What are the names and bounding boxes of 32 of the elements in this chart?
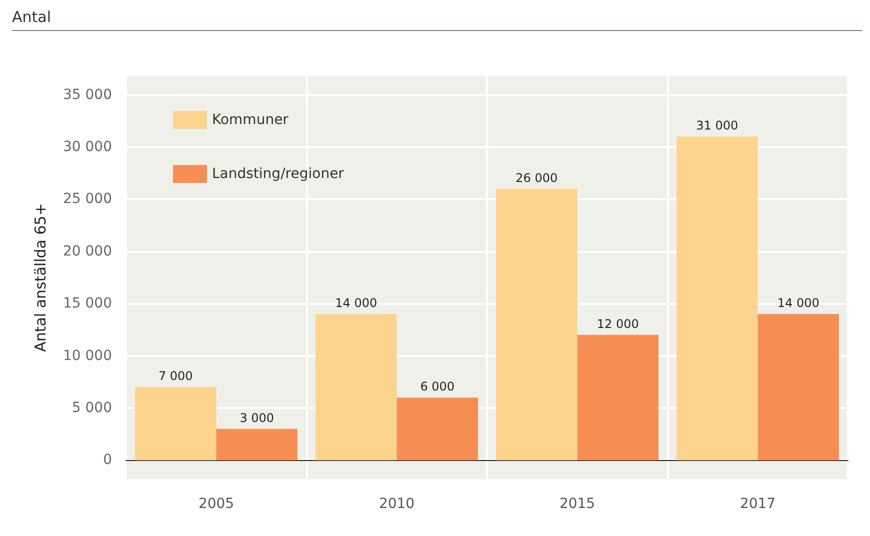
y-tick-label: 15 000 bbox=[63, 296, 112, 312]
y-tick-label: 0 bbox=[103, 452, 112, 468]
x-tick-label: 2010 bbox=[378, 496, 415, 512]
bar bbox=[758, 314, 839, 460]
bar bbox=[135, 387, 216, 460]
y-tick-label: 10 000 bbox=[63, 348, 112, 364]
x-tick-label: 2005 bbox=[198, 496, 234, 512]
data-label: 7 000 bbox=[158, 369, 193, 384]
y-tick-label: 20 000 bbox=[63, 243, 112, 260]
legend-label: Kommuner bbox=[212, 112, 289, 128]
data-label: 12 000 bbox=[596, 316, 639, 331]
data-label: 26 000 bbox=[516, 170, 558, 185]
bar bbox=[396, 398, 478, 460]
chart-subtitle: Antal bbox=[12, 8, 862, 31]
data-label: 6 000 bbox=[420, 380, 455, 394]
bar bbox=[496, 188, 578, 460]
y-tick-label: 35 000 bbox=[63, 86, 112, 103]
bar bbox=[216, 428, 298, 460]
y-tick-label: 25 000 bbox=[63, 191, 112, 208]
data-label: 3 000 bbox=[240, 410, 274, 425]
data-label: 14 000 bbox=[777, 296, 820, 310]
legend-label: Landsting/regioner bbox=[212, 166, 344, 182]
y-tick-label: 30 000 bbox=[63, 138, 112, 155]
y-tick-label: 5 000 bbox=[72, 400, 112, 416]
bar bbox=[676, 136, 758, 460]
bar bbox=[577, 334, 658, 460]
x-tick-label: 2017 bbox=[740, 496, 776, 512]
y-axis-title: Antal anställda 65+ bbox=[32, 203, 50, 352]
data-label: 14 000 bbox=[335, 296, 378, 310]
data-label: 31 000 bbox=[696, 118, 738, 133]
bar bbox=[316, 314, 397, 460]
x-tick-label: 2015 bbox=[559, 496, 596, 512]
